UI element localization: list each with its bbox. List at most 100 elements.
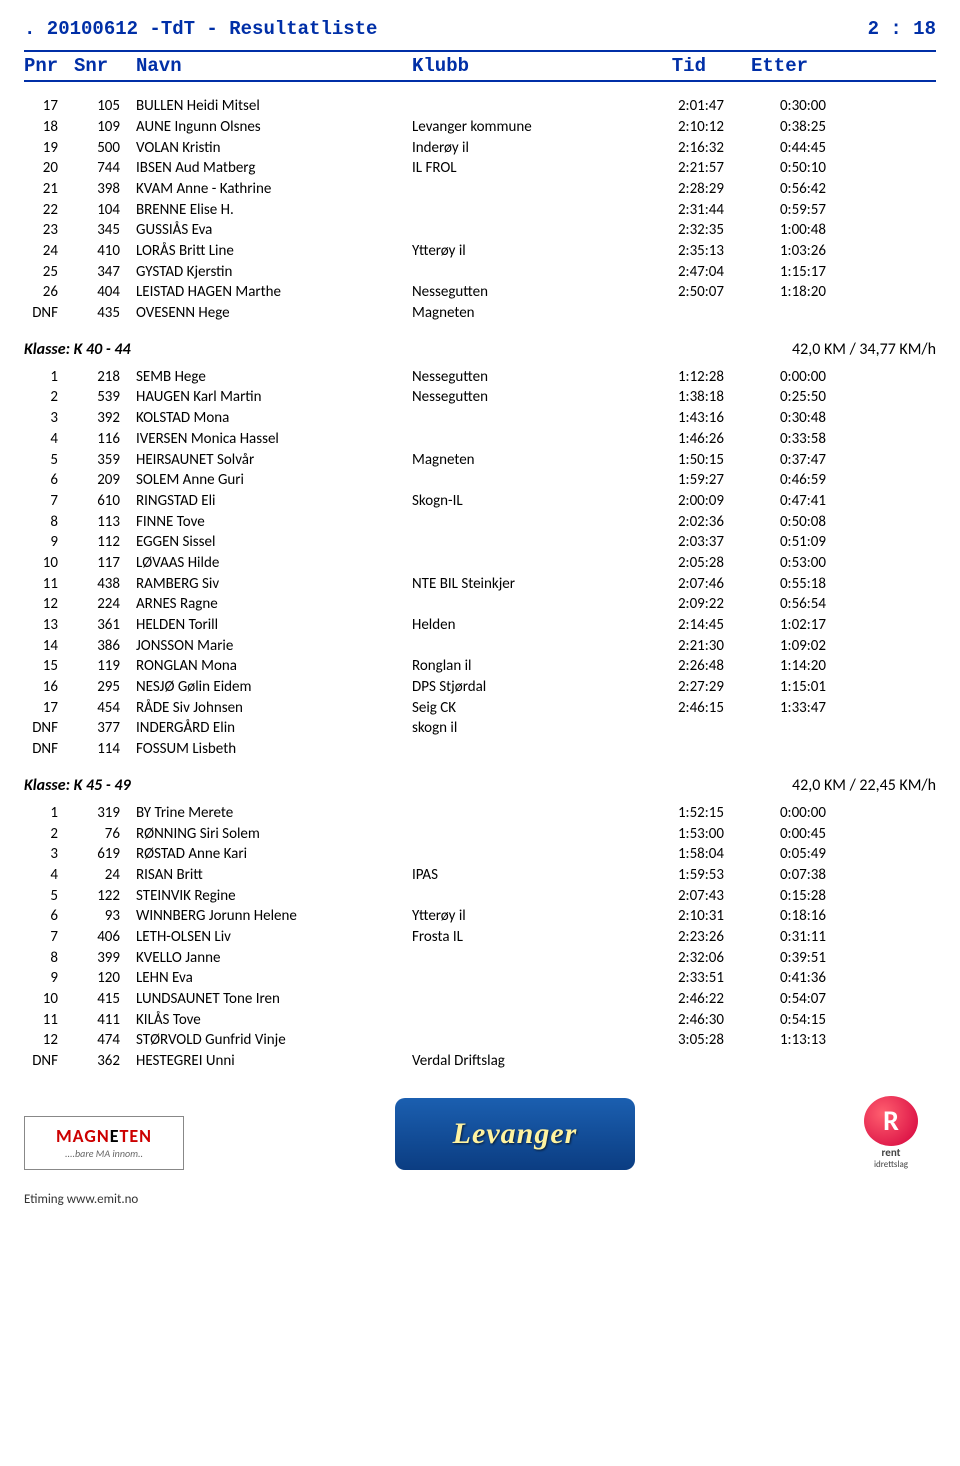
cell-tid: 2:46:22 <box>628 989 724 1010</box>
magneten-text: MAGNETEN <box>56 1125 152 1147</box>
cell-klubb <box>412 636 622 657</box>
cell-klubb: Nessegutten <box>412 282 622 303</box>
table-row: 3619RØSTAD Anne Kari1:58:040:05:49 <box>24 844 936 865</box>
cell-snr: 116 <box>74 429 130 450</box>
cell-pnr: 15 <box>24 656 68 677</box>
cell-klubb: Helden <box>412 615 622 636</box>
cell-pnr: 17 <box>24 698 68 719</box>
cell-etter <box>730 303 826 324</box>
cell-klubb <box>412 553 622 574</box>
cell-klubb <box>412 1030 622 1051</box>
cell-snr: 539 <box>74 387 130 408</box>
cell-etter: 0:50:10 <box>730 158 826 179</box>
cell-pnr: 24 <box>24 241 68 262</box>
cell-navn: RISAN Britt <box>136 865 406 886</box>
magneten-sub: ....bare MA innom.. <box>65 1147 143 1160</box>
cell-klubb <box>412 470 622 491</box>
rent-sub: idrettslag <box>874 1159 908 1170</box>
table-row: 21398KVAM Anne - Kathrine2:28:290:56:42 <box>24 179 936 200</box>
col-pnr: Pnr <box>24 53 68 79</box>
page-header: . 20100612 -TdT - Resultatliste 2 : 18 <box>24 18 936 40</box>
cell-navn: RØSTAD Anne Kari <box>136 844 406 865</box>
cell-tid: 1:59:27 <box>628 470 724 491</box>
cell-snr: 345 <box>74 220 130 241</box>
cell-pnr: DNF <box>24 739 68 760</box>
table-row: 11438RAMBERG SivNTE BIL Steinkjer2:07:46… <box>24 574 936 595</box>
cell-navn: RØNNING Siri Solem <box>136 824 406 845</box>
table-row: 424RISAN BrittIPAS1:59:530:07:38 <box>24 865 936 886</box>
cell-etter: 0:05:49 <box>730 844 826 865</box>
cell-pnr: 19 <box>24 138 68 159</box>
cell-klubb: Seig CK <box>412 698 622 719</box>
cell-tid: 2:46:30 <box>628 1010 724 1031</box>
cell-pnr: 10 <box>24 989 68 1010</box>
cell-navn: RONGLAN Mona <box>136 656 406 677</box>
cell-navn: ARNES Ragne <box>136 594 406 615</box>
cell-tid <box>628 303 724 324</box>
table-row: 17105BULLEN Heidi Mitsel2:01:470:30:00 <box>24 96 936 117</box>
cell-snr: 359 <box>74 450 130 471</box>
cell-pnr: 6 <box>24 470 68 491</box>
cell-snr: 610 <box>74 491 130 512</box>
cell-etter: 1:03:26 <box>730 241 826 262</box>
cell-klubb <box>412 886 622 907</box>
cell-snr: 117 <box>74 553 130 574</box>
cell-klubb <box>412 968 622 989</box>
cell-snr: 435 <box>74 303 130 324</box>
cell-navn: EGGEN Sissel <box>136 532 406 553</box>
table-row: DNF377INDERGÅRD Elinskogn il <box>24 718 936 739</box>
cell-navn: BULLEN Heidi Mitsel <box>136 96 406 117</box>
table-row: 2539HAUGEN Karl MartinNessegutten1:38:18… <box>24 387 936 408</box>
cell-pnr: 10 <box>24 553 68 574</box>
cell-etter: 1:09:02 <box>730 636 826 657</box>
cell-klubb <box>412 179 622 200</box>
cell-tid: 2:00:09 <box>628 491 724 512</box>
cell-navn: STEINVIK Regine <box>136 886 406 907</box>
table-row: 9112EGGEN Sissel2:03:370:51:09 <box>24 532 936 553</box>
table-row: DNF362HESTEGREI UnniVerdal Driftslag <box>24 1051 936 1072</box>
cell-navn: IVERSEN Monica Hassel <box>136 429 406 450</box>
cell-klubb: Magneten <box>412 303 622 324</box>
cell-tid: 2:27:29 <box>628 677 724 698</box>
cell-klubb <box>412 220 622 241</box>
cell-pnr: 26 <box>24 282 68 303</box>
table-row: 693WINNBERG Jorunn HeleneYtterøy il2:10:… <box>24 906 936 927</box>
cell-etter: 0:51:09 <box>730 532 826 553</box>
table-row: 1319BY Trine Merete1:52:150:00:00 <box>24 803 936 824</box>
cell-pnr: DNF <box>24 718 68 739</box>
cell-tid: 2:01:47 <box>628 96 724 117</box>
cell-etter: 0:37:47 <box>730 450 826 471</box>
cell-navn: LØVAAS Hilde <box>136 553 406 574</box>
cell-navn: BRENNE Elise H. <box>136 200 406 221</box>
cell-snr: 105 <box>74 96 130 117</box>
cell-navn: HAUGEN Karl Martin <box>136 387 406 408</box>
cell-snr: 218 <box>74 367 130 388</box>
cell-navn: FINNE Tove <box>136 512 406 533</box>
cell-navn: LORÅS Britt Line <box>136 241 406 262</box>
cell-snr: 399 <box>74 948 130 969</box>
levanger-text: Levanger <box>395 1098 635 1170</box>
cell-pnr: 12 <box>24 1030 68 1051</box>
cell-pnr: 2 <box>24 387 68 408</box>
cell-etter: 1:18:20 <box>730 282 826 303</box>
cell-pnr: 5 <box>24 450 68 471</box>
cell-pnr: 9 <box>24 968 68 989</box>
cell-tid: 2:05:28 <box>628 553 724 574</box>
logo-row: MAGNETEN ....bare MA innom.. Levanger R … <box>24 1090 936 1174</box>
cell-etter: 0:30:48 <box>730 408 826 429</box>
cell-tid: 1:50:15 <box>628 450 724 471</box>
cell-klubb <box>412 739 622 760</box>
table-row: 10117LØVAAS Hilde2:05:280:53:00 <box>24 553 936 574</box>
cell-pnr: 22 <box>24 200 68 221</box>
cell-navn: VOLAN Kristin <box>136 138 406 159</box>
cell-navn: LEHN Eva <box>136 968 406 989</box>
rent-label: rent <box>882 1146 901 1159</box>
table-row: 5122STEINVIK Regine2:07:430:15:28 <box>24 886 936 907</box>
cell-tid: 2:03:37 <box>628 532 724 553</box>
cell-klubb <box>412 200 622 221</box>
cell-tid: 1:12:28 <box>628 367 724 388</box>
cell-etter: 0:50:08 <box>730 512 826 533</box>
cell-pnr: 21 <box>24 179 68 200</box>
cell-navn: AUNE Ingunn Olsnes <box>136 117 406 138</box>
cell-klubb <box>412 262 622 283</box>
